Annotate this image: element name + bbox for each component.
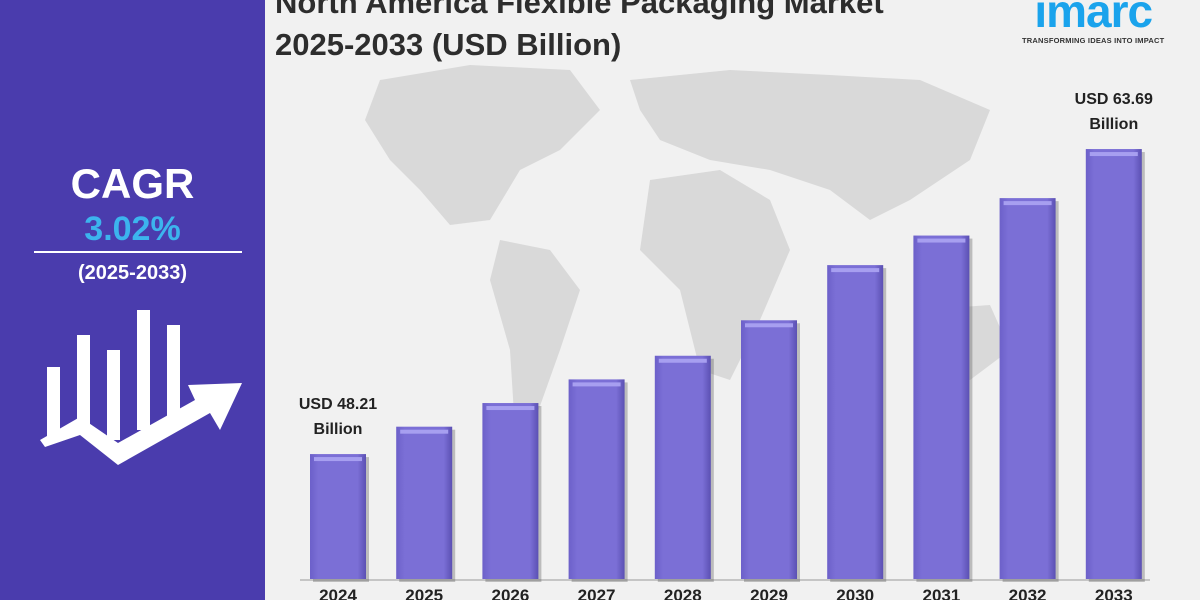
bar-2027 — [568, 379, 625, 579]
title-line-1: North America Flexible Packaging Market — [275, 0, 884, 20]
bar-2025 — [396, 426, 453, 579]
x-tick-label: 2024 — [319, 586, 357, 600]
bar-chart-growth-arrow-icon — [40, 310, 242, 465]
bar-2031 — [913, 235, 970, 579]
x-tick-label: 2025 — [405, 586, 443, 600]
title-line-2: 2025-2033 (USD Billion) — [275, 27, 622, 62]
x-tick-label: 2029 — [750, 586, 788, 600]
cagr-label: CAGR — [70, 160, 195, 207]
cagr-panel: CAGR 3.02% (2025-2033) — [0, 0, 265, 600]
bar-highlight — [831, 268, 880, 273]
bar-highlight — [400, 429, 449, 434]
bar-highlight — [486, 406, 535, 411]
bar-highlight — [917, 238, 966, 243]
bar-2032 — [999, 198, 1056, 580]
x-tick-label: 2030 — [836, 586, 874, 600]
imarc-logo: imarc TRANSFORMING IDEAS INTO IMPACT — [1022, 0, 1165, 45]
chart-title: North America Flexible Packaging Market … — [275, 0, 884, 66]
bar-2024 — [310, 454, 366, 579]
bar-highlight — [1089, 152, 1138, 157]
bar-highlight — [1003, 201, 1052, 206]
divider — [34, 251, 242, 253]
x-tick-label: 2032 — [1009, 586, 1047, 600]
bar-2028 — [654, 355, 711, 579]
x-tick-label: 2028 — [664, 586, 702, 600]
data-label: USD 63.69 — [1075, 91, 1153, 108]
bar-highlight — [572, 382, 621, 387]
x-tick-label: 2026 — [491, 586, 529, 600]
cagr-value: 3.02% — [84, 210, 181, 248]
cagr-period: (2025-2033) — [78, 262, 187, 284]
bar-2030 — [827, 265, 884, 579]
bar-2033 — [1085, 149, 1142, 579]
x-tick-label: 2031 — [922, 586, 960, 600]
data-label-unit: Billion — [314, 421, 363, 438]
data-label-unit: Billion — [1089, 116, 1138, 133]
bar-2029 — [741, 320, 797, 579]
bar-highlight — [745, 323, 793, 328]
data-label: USD 48.21 — [299, 396, 377, 413]
bar-2026 — [482, 403, 539, 579]
bar-highlight — [658, 358, 707, 363]
x-tick-label: 2033 — [1095, 586, 1133, 600]
x-tick-label: 2027 — [578, 586, 616, 600]
bar-highlight — [314, 457, 362, 462]
